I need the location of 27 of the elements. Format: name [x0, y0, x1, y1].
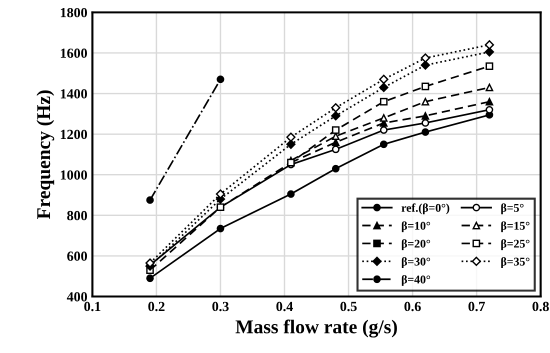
legend-label: β=35°: [501, 257, 530, 268]
legend-label: β=10°: [402, 221, 430, 232]
y-tick-label: 1400: [60, 89, 88, 98]
x-tick-label: 0.5: [340, 302, 357, 312]
legend-label: β=25°: [501, 239, 530, 250]
y-tick-label: 1800: [60, 8, 88, 18]
y-tick-label: 600: [67, 252, 88, 261]
legend-label: ref.(β=0°): [402, 203, 450, 214]
legend-label: β=20°: [402, 239, 430, 250]
y-tick-label: 800: [67, 210, 88, 220]
y-axis-title: Frequency (Hz): [36, 90, 54, 219]
legend-label: β=15°: [501, 221, 530, 232]
y-tick-label: 1200: [60, 130, 88, 140]
x-tick-label: 0.1: [84, 302, 100, 312]
x-tick-label: 0.2: [148, 302, 165, 312]
legend-label: β=30°: [402, 257, 430, 268]
x-axis-title: Mass flow rate (g/s): [236, 320, 397, 338]
y-tick-label: 400: [66, 292, 88, 302]
y-tick-label: 1600: [60, 48, 88, 58]
x-tick-label: 0.8: [532, 302, 549, 312]
y-tick-label: 1000: [60, 170, 88, 180]
legend-label: β=5°: [501, 203, 524, 214]
legend-label: β=40°: [402, 275, 430, 286]
x-tick-label: 0.3: [212, 302, 229, 312]
x-tick-label: 0.4: [276, 302, 293, 312]
x-tick-label: 0.6: [404, 302, 421, 312]
x-tick-label: 0.7: [468, 302, 485, 312]
